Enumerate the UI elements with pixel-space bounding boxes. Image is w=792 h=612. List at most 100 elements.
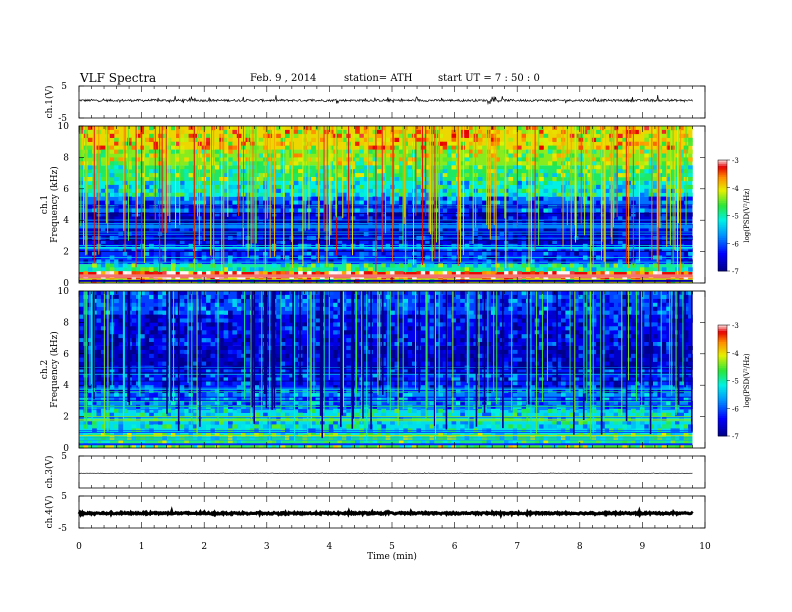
psd-cell — [683, 271, 689, 276]
psd-cell — [596, 349, 601, 355]
psd-cell — [100, 177, 106, 182]
psd-cell — [337, 157, 343, 162]
psd-cell — [83, 271, 89, 276]
psd-cell — [486, 342, 492, 347]
psd-cell — [530, 239, 535, 244]
psd-cell — [394, 357, 400, 362]
psd-cell — [631, 294, 636, 300]
psd-cell — [469, 334, 474, 339]
waveform-panel: 5-5ch.1(V) — [44, 82, 706, 124]
psd-cell — [442, 353, 448, 358]
colorbar-step — [718, 178, 727, 181]
psd-cell — [482, 141, 487, 146]
psd-cell — [118, 259, 124, 264]
psd-cell — [521, 318, 527, 323]
psd-cell — [337, 334, 343, 339]
psd-cell — [582, 165, 588, 170]
psd-cell — [495, 326, 500, 331]
psd-cell — [412, 345, 417, 351]
colorbar-tick-label: -6 — [732, 240, 739, 248]
psd-cell — [114, 342, 119, 347]
psd-cell — [469, 298, 474, 304]
psd-cell — [477, 342, 483, 347]
psd-cell — [477, 141, 483, 146]
psd-cell — [613, 145, 619, 150]
psd-cell — [188, 247, 194, 252]
psd-cell — [451, 318, 457, 323]
psd-cell — [407, 345, 413, 351]
psd-cell — [381, 200, 387, 205]
psd-cell — [644, 169, 649, 174]
psd-cell — [184, 259, 189, 264]
psd-cell — [228, 157, 233, 162]
psd-cell — [355, 345, 360, 351]
psd-cell — [407, 212, 413, 217]
psd-cell — [232, 302, 238, 307]
psd-cell — [587, 306, 592, 311]
psd-cell — [626, 291, 632, 296]
psd-cell — [381, 349, 387, 355]
psd-cell — [407, 169, 413, 174]
psd-cell — [394, 291, 400, 296]
psd-cell — [403, 302, 408, 307]
psd-cell — [210, 220, 216, 225]
psd-cell — [508, 149, 514, 154]
psd-cell — [534, 126, 540, 131]
psd-cell — [569, 259, 575, 264]
psd-cell — [666, 298, 671, 304]
psd-cell — [477, 145, 483, 150]
colorbar-step — [718, 213, 727, 216]
psd-cell — [175, 326, 181, 331]
psd-cell — [311, 208, 316, 213]
psd-cell — [460, 239, 465, 244]
psd-cell — [600, 326, 606, 331]
psd-cell — [530, 357, 535, 362]
psd-cell — [171, 216, 176, 221]
psd-cell — [337, 192, 343, 197]
psd-cell — [100, 349, 106, 355]
psd-cell — [447, 153, 452, 158]
psd-cell — [635, 318, 641, 323]
psd-cell — [153, 141, 159, 146]
psd-cell — [626, 314, 632, 319]
psd-cell — [508, 177, 514, 182]
psd-cell — [372, 334, 378, 339]
psd-cell — [543, 251, 549, 256]
psd-cell — [87, 251, 93, 256]
psd-cell — [543, 243, 549, 248]
colorbar-step — [718, 171, 727, 174]
psd-cell — [552, 342, 557, 347]
psd-cell — [569, 137, 575, 142]
psd-cell — [425, 165, 430, 170]
psd-cell — [219, 314, 224, 319]
psd-cell — [613, 263, 619, 268]
psd-cell — [368, 208, 373, 213]
psd-cell — [600, 184, 606, 190]
psd-cell — [289, 267, 294, 272]
psd-cell — [438, 228, 443, 233]
psd-cell — [144, 220, 150, 225]
psd-cell — [293, 180, 299, 186]
psd-cell — [661, 318, 667, 323]
psd-cell — [653, 291, 658, 296]
psd-cell — [420, 173, 426, 178]
colorbar-step — [718, 169, 727, 172]
psd-cell — [214, 251, 220, 256]
psd-cell — [249, 169, 255, 174]
psd-cell — [219, 353, 224, 358]
psd-cell — [512, 239, 518, 244]
colorbar-step — [718, 245, 727, 248]
psd-cell — [626, 310, 632, 315]
psd-cell — [412, 263, 417, 268]
psd-cell — [591, 157, 597, 162]
psd-cell — [416, 251, 422, 256]
psd-cell — [228, 310, 233, 315]
psd-cell — [534, 173, 540, 178]
psd-cell — [666, 169, 671, 174]
psd-cell — [530, 291, 535, 296]
psd-cell — [526, 153, 531, 158]
psd-cell — [604, 353, 610, 358]
psd-cell — [210, 271, 216, 276]
psd-cell — [136, 188, 141, 193]
psd-cell — [153, 310, 159, 315]
